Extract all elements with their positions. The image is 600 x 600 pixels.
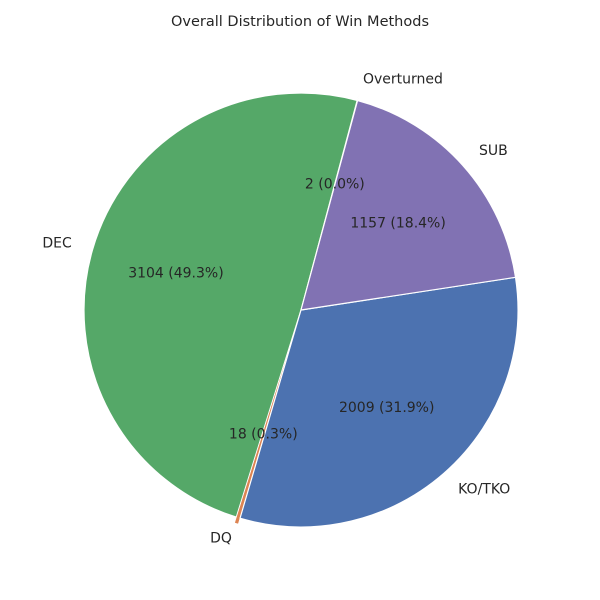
pie-slice-dec bbox=[83, 92, 358, 518]
pie-slice-ko-tko bbox=[239, 276, 519, 528]
slice-label-dq: DQ bbox=[210, 530, 232, 546]
slice-label-overturned: Overturned bbox=[363, 71, 443, 87]
pie-slices bbox=[83, 92, 519, 528]
pie-slice-overturned bbox=[302, 94, 360, 305]
slice-value-label-dec: 3104 (49.3%) bbox=[128, 266, 223, 282]
pie-slice-dq bbox=[234, 315, 300, 525]
slice-label-ko-tko: KO/TKO bbox=[458, 482, 510, 498]
slice-value-label-overturned: 2 (0.0%) bbox=[305, 176, 365, 192]
slice-value-label-sub: 1157 (18.4%) bbox=[350, 215, 445, 231]
pie-slice-sub bbox=[300, 99, 517, 311]
slice-label-dec: DEC bbox=[42, 236, 72, 252]
slice-label-sub: SUB bbox=[479, 143, 508, 159]
pie-labels: DEC 3104 (49.3%) DQ 18 (0.3%) KO/TKO 2009 (31… bbox=[42, 71, 510, 546]
slice-value-label-ko-tko: 2009 (31.9%) bbox=[339, 400, 434, 416]
chart-title: Overall Distribution of Win Methods bbox=[171, 14, 429, 30]
slice-value-label-dq: 18 (0.3%) bbox=[229, 427, 298, 443]
